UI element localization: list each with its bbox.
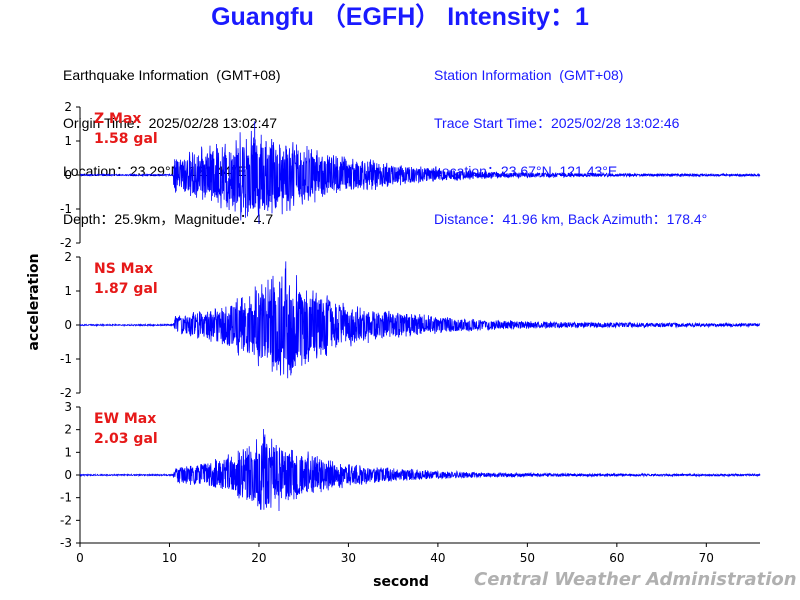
y-tick-label: 1 — [64, 284, 72, 298]
x-axis-title: second — [373, 574, 429, 590]
trace-start-time: Trace Start Time：2025/02/28 13:02:46 — [434, 115, 680, 131]
max-value: 1.58 gal — [94, 131, 158, 147]
x-axis: 0 10 20 30 40 50 60 70 — [76, 542, 760, 565]
panel-z: 2 1 0 -1 -2 Z Max 1.58 gal — [60, 100, 761, 250]
panel-ew: 3 2 1 0 -1 -2 -3 EW Max 2.03 gal — [60, 400, 761, 550]
y-tick-label: -2 — [60, 386, 72, 400]
y-tick-label: 3 — [64, 400, 72, 414]
max-label: NS Max — [94, 261, 153, 277]
chart-title: Guangfu （EGFH） Intensity：1 — [211, 3, 589, 31]
max-label: Z Max — [94, 111, 141, 127]
x-tick-label: 40 — [430, 551, 445, 565]
x-tick-label: 50 — [520, 551, 535, 565]
waveform-trace-ew — [79, 428, 761, 512]
max-value: 2.03 gal — [94, 431, 158, 447]
panel-ns: 2 1 0 -1 -2 NS Max 1.87 gal — [60, 250, 761, 400]
origin-time: Origin Time：2025/02/28 13:02:47 — [63, 115, 278, 131]
x-tick-label: 60 — [609, 551, 624, 565]
waveform-trace-z — [80, 121, 761, 224]
panels-layer: 2 1 0 -1 -2 Z Max 1.58 gal 2 1 0 -1 -2 NS Max 1.87 ga… — [60, 100, 761, 550]
x-tick-label: 0 — [76, 551, 84, 565]
y-tick-label: 0 — [64, 468, 72, 482]
y-tick-label: -2 — [60, 236, 72, 250]
y-tick-label: 0 — [64, 168, 72, 182]
agency-credit: Central Weather Administration — [474, 569, 797, 590]
y-axis-title: acceleration — [26, 253, 42, 350]
earthquake-info-heading: Earthquake Information (GMT+08) — [63, 67, 281, 83]
y-tick-label: -1 — [60, 491, 72, 505]
y-tick-label: 2 — [64, 250, 72, 264]
y-tick-label: 2 — [64, 423, 72, 437]
y-tick-label: 1 — [64, 445, 72, 459]
y-tick-label: -1 — [60, 352, 72, 366]
station-distance: Distance：41.96 km, Back Azimuth：178.4° — [434, 211, 708, 227]
station-info-heading: Station Information (GMT+08) — [434, 67, 624, 83]
x-tick-label: 70 — [699, 551, 714, 565]
y-tick-label: -2 — [60, 513, 72, 527]
y-tick-label: -3 — [60, 536, 72, 550]
x-tick-label: 10 — [162, 551, 177, 565]
y-tick-label: -1 — [60, 202, 72, 216]
x-tick-label: 30 — [341, 551, 356, 565]
y-tick-label: 0 — [64, 318, 72, 332]
waveform-trace-ns — [79, 261, 761, 379]
max-label: EW Max — [94, 411, 156, 427]
depth-magnitude: Depth：25.9km，Magnitude：4.7 — [63, 211, 274, 227]
y-tick-label: 1 — [64, 134, 72, 148]
x-tick-label: 20 — [251, 551, 266, 565]
y-tick-label: 2 — [64, 100, 72, 114]
max-value: 1.87 gal — [94, 281, 158, 297]
